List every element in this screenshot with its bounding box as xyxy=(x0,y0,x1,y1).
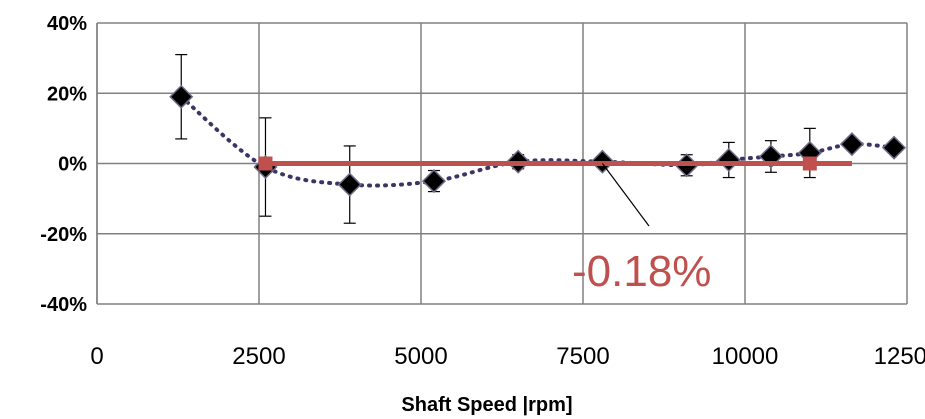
diamond-marker xyxy=(839,132,864,157)
x-tick-label: 0 xyxy=(90,343,103,370)
series-line xyxy=(179,94,897,188)
x-tick-label: 10000 xyxy=(712,343,779,370)
diamond-marker xyxy=(716,147,741,173)
diamond-marker xyxy=(421,169,447,194)
diamond-marker xyxy=(169,84,194,109)
square-marker xyxy=(802,156,817,171)
annotation-arrow xyxy=(601,163,650,227)
x-tick-label: 2500 xyxy=(232,343,285,370)
annotation-text: -0.18% xyxy=(572,247,711,296)
y-tick-label: -20% xyxy=(40,224,87,246)
x-tick-label: 5000 xyxy=(394,343,447,370)
square-marker xyxy=(258,156,273,171)
x-axis-ticks: 0 2500 5000 7500 10000 12500 xyxy=(90,343,925,370)
y-tick-label: 0% xyxy=(58,154,87,176)
y-tick-label: -40% xyxy=(40,294,87,316)
annotation: -0.18% xyxy=(572,163,711,296)
y-tick-label: 20% xyxy=(47,83,87,105)
grid xyxy=(96,22,908,305)
y-tick-label: 40% xyxy=(47,13,87,35)
diamond-marker xyxy=(337,172,362,197)
series-measured xyxy=(169,54,907,224)
x-tick-label: 7500 xyxy=(556,343,609,370)
series-average xyxy=(258,156,852,171)
x-tick-label: 12500 xyxy=(874,343,925,370)
diamond-marker xyxy=(881,135,907,160)
y-axis-ticks: 40% 20% 0% -20% -40% xyxy=(40,13,87,316)
x-axis-label: Shaft Speed |rpm] xyxy=(401,394,572,416)
